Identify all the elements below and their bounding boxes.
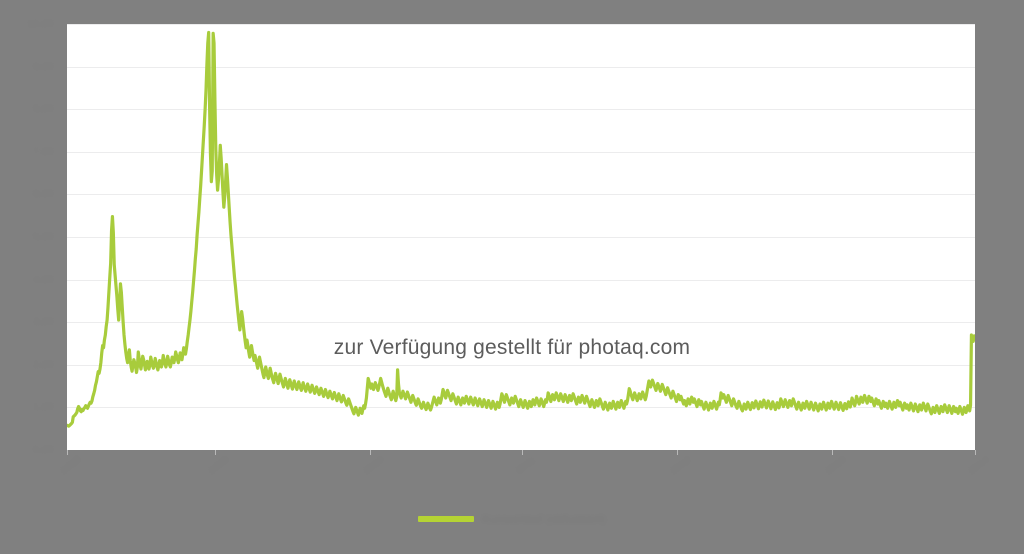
y-tick-label: 6,00 — [32, 188, 54, 200]
series-path-kurs — [67, 30, 975, 428]
y-tick-label: 5,00 — [32, 231, 54, 243]
gridline — [67, 365, 975, 366]
x-tick-label: 2013 — [822, 453, 850, 478]
x-tick-mark — [832, 450, 834, 455]
gridline — [67, 407, 975, 408]
legend-label-kurs: Kursverlauf (obfuskiert) — [481, 512, 607, 526]
x-tick-mark — [215, 450, 216, 455]
x-tick-label: 2012 — [667, 453, 695, 478]
y-tick-label: 1,00 — [32, 401, 54, 413]
series-line-chart — [67, 30, 975, 428]
gridline — [67, 280, 975, 281]
x-tick-mark — [521, 450, 523, 455]
x-tick-label: 2014 — [965, 453, 993, 478]
x-tick-mark — [67, 450, 68, 455]
y-tick-label: 10,00 — [26, 18, 54, 30]
gridline — [67, 109, 975, 110]
gridline — [67, 152, 975, 153]
y-tick-label: 7,00 — [32, 146, 54, 158]
y-axis: 0,00 1,00 2,00 3,00 4,00 5,00 6,00 7,00 8,00 9,00… — [0, 18, 60, 456]
x-tick-label: 2010 — [360, 453, 388, 478]
y-tick-label: 8,00 — [32, 103, 54, 115]
gridline — [67, 237, 975, 238]
x-tick-mark — [975, 450, 976, 455]
y-tick-label: 9,00 — [32, 61, 54, 73]
x-tick-mark — [677, 450, 679, 455]
x-tick-label: 2008 — [57, 453, 85, 478]
plot-area — [67, 24, 975, 450]
x-axis: 2008 2009 2010 2011 2012 2013 2014 — [57, 450, 992, 489]
gridline — [67, 194, 975, 195]
gridline — [67, 24, 975, 25]
legend-swatch-kurs — [417, 516, 474, 522]
x-tick-mark — [370, 450, 372, 455]
gridline — [67, 322, 975, 323]
y-tick-label: 2,00 — [32, 359, 54, 371]
x-tick-label: 2011 — [512, 453, 539, 478]
x-tick-label: 2009 — [205, 453, 233, 478]
y-tick-label: 3,00 — [32, 316, 54, 328]
chart-legend: Kursverlauf (obfuskiert) — [0, 512, 1024, 526]
y-tick-label: 0,00 — [32, 444, 54, 456]
y-tick-label: 4,00 — [32, 274, 54, 286]
gridline — [67, 67, 975, 68]
